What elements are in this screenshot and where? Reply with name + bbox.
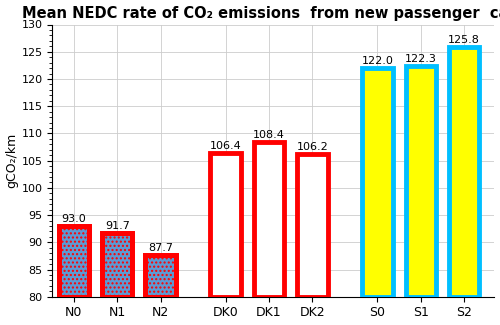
Text: 108.4: 108.4 [253,130,285,140]
Bar [254,142,284,297]
Bar [58,226,89,297]
Text: 122.3: 122.3 [405,54,436,64]
Bar [210,153,241,297]
Title: Mean NEDC rate of CO₂ emissions  from new passenger  cars: Mean NEDC rate of CO₂ emissions from new… [22,6,500,20]
Text: 106.2: 106.2 [296,142,328,152]
Bar [58,226,89,297]
Bar [102,233,132,297]
Bar [449,47,480,297]
Text: 122.0: 122.0 [362,56,394,66]
Y-axis label: gCO₂/km: gCO₂/km [6,133,18,188]
Text: 93.0: 93.0 [62,214,86,224]
Bar [406,66,436,297]
Text: 106.4: 106.4 [210,141,242,151]
Bar [362,68,392,297]
Text: 91.7: 91.7 [105,221,130,231]
Bar [102,233,132,297]
Bar [297,154,328,297]
Text: 87.7: 87.7 [148,243,173,253]
Bar [146,255,176,297]
Text: 125.8: 125.8 [448,35,480,45]
Bar [146,255,176,297]
